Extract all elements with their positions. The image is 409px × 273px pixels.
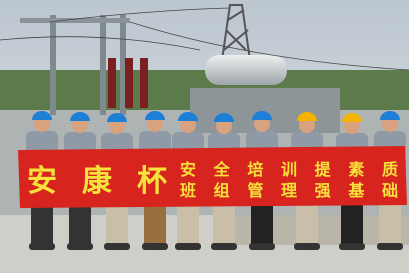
legs (213, 205, 235, 245)
legs (69, 205, 91, 245)
legs (296, 205, 318, 245)
insulator (140, 58, 148, 108)
shoes (339, 243, 365, 250)
insulator (125, 58, 133, 108)
legs (379, 205, 401, 245)
shoes (211, 243, 237, 250)
legs (177, 205, 199, 245)
transformer (205, 55, 287, 85)
gantry-post (100, 15, 106, 115)
legs (251, 205, 273, 245)
shoes (249, 243, 275, 250)
insulator (108, 58, 116, 108)
legs (144, 205, 166, 245)
shoes (104, 243, 130, 250)
legs (31, 205, 53, 245)
banner: 安康杯 安全培训提素质 班组管理强基础 (18, 146, 407, 208)
legs (106, 205, 128, 245)
page: 安康杯 安全培训提素质 班组管理强基础 (() => { const data … (0, 0, 409, 273)
shoes (67, 243, 93, 250)
photo: 安康杯 安全培训提素质 班组管理强基础 (0, 0, 409, 273)
banner-title: 安康杯 (27, 164, 167, 199)
shoes (29, 243, 55, 250)
shoes (142, 243, 168, 250)
shoes (175, 243, 201, 250)
shoes (294, 243, 320, 250)
legs (341, 205, 363, 245)
gantry-post (50, 15, 56, 115)
shoes (377, 243, 403, 250)
